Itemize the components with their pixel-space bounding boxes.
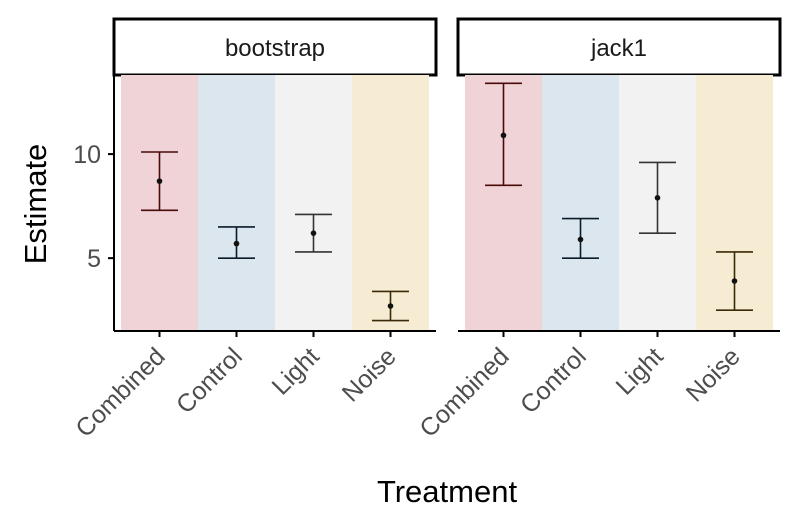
x-tick-label-control: Control bbox=[171, 342, 248, 419]
point-control bbox=[577, 236, 584, 243]
x-tick-label-combined: Combined bbox=[70, 342, 170, 442]
point-noise bbox=[731, 278, 738, 284]
point-combined bbox=[156, 178, 163, 184]
point-light bbox=[654, 194, 661, 201]
x-tick-label-noise: Noise bbox=[681, 342, 746, 407]
facet-label-bootstrap: bootstrap bbox=[225, 35, 325, 62]
point-light bbox=[310, 230, 317, 236]
facet-label-jack1: jack1 bbox=[590, 35, 647, 62]
y-tick-label-5: 5 bbox=[87, 245, 101, 273]
x-tick-label-noise: Noise bbox=[337, 342, 402, 407]
band-noise bbox=[352, 75, 429, 331]
point-noise bbox=[387, 303, 394, 309]
band-control bbox=[198, 75, 275, 331]
facet-strip-jack1: jack1 bbox=[456, 17, 782, 77]
x-axis-title: Treatment bbox=[377, 474, 518, 509]
band-control bbox=[542, 75, 619, 331]
panel-jack1: Combined Control Light Noise bbox=[414, 75, 780, 443]
x-tick-label-light: Light bbox=[267, 342, 325, 400]
y-axis-title: Estimate bbox=[18, 144, 53, 265]
panel-bootstrap: Combined Control Light Noise bbox=[70, 75, 436, 443]
facet-strip-bootstrap: bootstrap bbox=[112, 17, 438, 77]
x-tick-label-combined: Combined bbox=[414, 342, 514, 442]
point-combined bbox=[500, 132, 507, 139]
y-axis-ticks: 5 10 bbox=[73, 141, 114, 273]
x-tick-label-control: Control bbox=[515, 342, 592, 419]
x-tick-label-light: Light bbox=[611, 342, 669, 400]
y-tick-label-10: 10 bbox=[73, 141, 101, 169]
point-control bbox=[233, 240, 240, 247]
band-light bbox=[275, 75, 352, 331]
